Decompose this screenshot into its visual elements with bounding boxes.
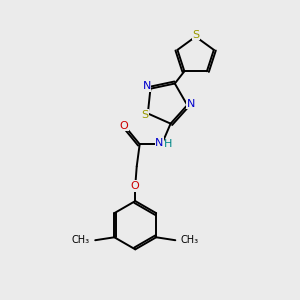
Text: N: N: [187, 99, 195, 109]
Text: CH₃: CH₃: [72, 235, 90, 245]
Text: O: O: [120, 121, 128, 131]
Text: H: H: [164, 139, 172, 148]
Text: S: S: [192, 30, 199, 40]
Text: O: O: [130, 181, 139, 191]
Text: S: S: [141, 110, 148, 120]
Text: CH₃: CH₃: [181, 235, 199, 245]
Text: N: N: [142, 81, 151, 91]
Text: N: N: [155, 138, 164, 148]
